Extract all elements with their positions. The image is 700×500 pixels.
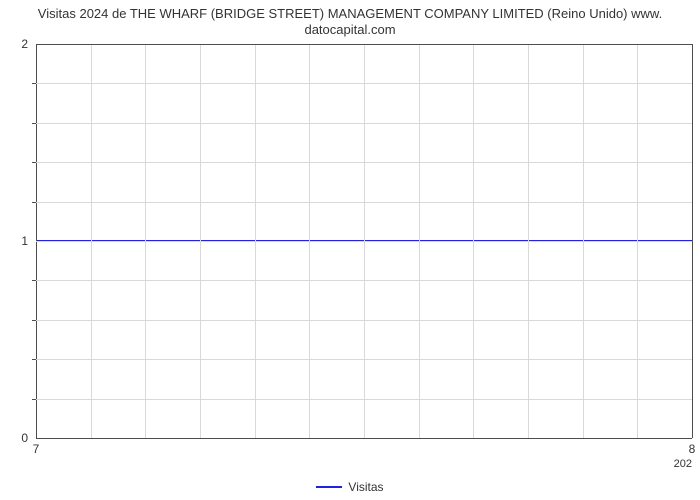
ytick-minor <box>32 123 36 124</box>
ytick-label: 2 <box>0 37 28 51</box>
legend: Visitas <box>0 480 700 494</box>
x-axis-sublabel: 202 <box>674 458 692 470</box>
gridline-horizontal-minor <box>36 123 692 124</box>
ytick-minor <box>32 280 36 281</box>
gridline-horizontal-minor <box>36 162 692 163</box>
ytick-label: 1 <box>0 234 28 248</box>
gridline-horizontal-minor <box>36 399 692 400</box>
chart-container: Visitas 2024 de THE WHARF (BRIDGE STREET… <box>0 0 700 500</box>
gridline-horizontal-minor <box>36 359 692 360</box>
gridline-horizontal-minor <box>36 280 692 281</box>
gridline-horizontal-minor <box>36 320 692 321</box>
legend-swatch <box>316 486 342 488</box>
ytick-minor <box>32 162 36 163</box>
legend-label: Visitas <box>348 480 383 494</box>
plot-area <box>36 44 692 438</box>
axis-border-horizontal <box>36 438 692 439</box>
ytick-minor <box>32 399 36 400</box>
gridline-horizontal-major <box>36 241 692 242</box>
ytick-minor <box>32 359 36 360</box>
axis-border-horizontal <box>36 44 692 45</box>
chart-title-line2: datocapital.com <box>0 22 700 38</box>
gridline-horizontal-minor <box>36 83 692 84</box>
chart-title: Visitas 2024 de THE WHARF (BRIDGE STREET… <box>0 6 700 39</box>
gridline-horizontal-minor <box>36 202 692 203</box>
xtick-label: 7 <box>16 442 56 456</box>
chart-title-line1: Visitas 2024 de THE WHARF (BRIDGE STREET… <box>0 6 700 22</box>
xtick-label: 8 <box>672 442 700 456</box>
ytick-minor <box>32 83 36 84</box>
ytick-minor <box>32 320 36 321</box>
axis-border-vertical <box>692 44 693 438</box>
ytick-minor <box>32 202 36 203</box>
